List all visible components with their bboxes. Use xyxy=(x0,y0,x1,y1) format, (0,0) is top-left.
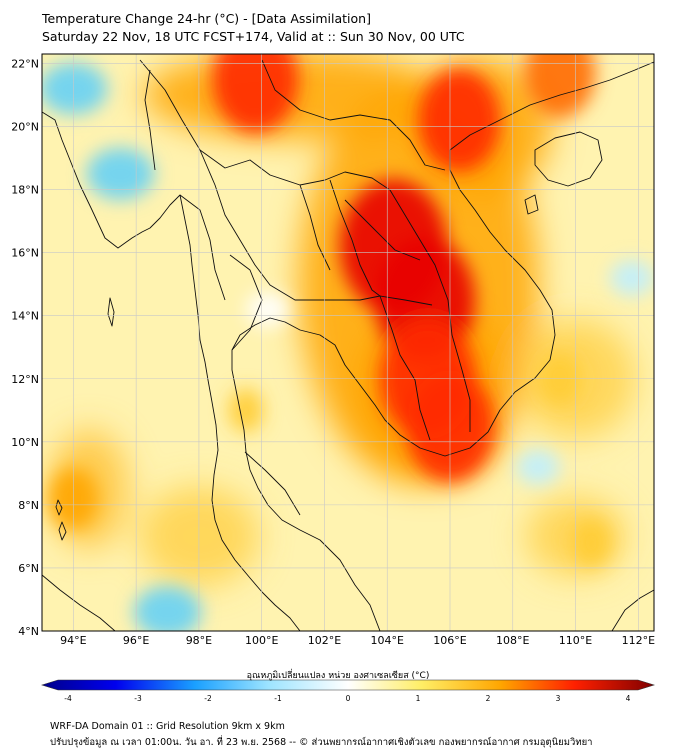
lat-tick-label: 6°N xyxy=(18,562,39,575)
map-frame xyxy=(41,53,655,632)
lon-tick-label: 106°E xyxy=(433,634,466,647)
colorbar-tick-label: -1 xyxy=(274,694,282,703)
lon-tick-label: 112°E xyxy=(622,634,655,647)
map-subtitle: Saturday 22 Nov, 18 UTC FCST+174, Valid … xyxy=(42,29,465,44)
lat-tick-label: 12°N xyxy=(11,373,39,386)
lat-lon-gridlines xyxy=(42,54,654,631)
lat-tick-label: 16°N xyxy=(11,247,39,260)
lat-tick-label: 18°N xyxy=(11,184,39,197)
lon-tick-label: 100°E xyxy=(245,634,278,647)
cool-anomaly-3 xyxy=(245,291,290,328)
lat-tick-label: 20°N xyxy=(11,121,39,134)
cool-anomaly-4 xyxy=(515,449,560,486)
lat-tick-label: 4°N xyxy=(18,625,39,638)
lon-tick-label: 108°E xyxy=(496,634,529,647)
warm-anomaly-8 xyxy=(228,388,264,433)
model-info: WRF-DA Domain 01 :: Grid Resolution 9km … xyxy=(50,721,285,732)
colorbar-tick-label: 0 xyxy=(346,694,351,703)
temperature-field xyxy=(42,54,654,631)
map-title: Temperature Change 24-hr (°C) - [Data As… xyxy=(42,11,371,26)
colorbar-tick-label: 4 xyxy=(626,694,631,703)
lat-tick-label: 14°N xyxy=(11,310,39,323)
lon-tick-label: 104°E xyxy=(371,634,404,647)
colorbar-label: อุณหภูมิเปลี่ยนแปลง หน่วย องศาเซลเซียส (… xyxy=(246,671,430,681)
credit-line: ปรับปรุงข้อมูล ณ เวลา 01:00น. วัน อา. ที… xyxy=(50,737,593,748)
warm-anomaly-10 xyxy=(571,518,611,567)
colorbar-tick-label: 2 xyxy=(486,694,491,703)
cool-anomaly-5 xyxy=(610,259,654,296)
colorbar-tick-label: 1 xyxy=(416,694,421,703)
warm-anomaly-6 xyxy=(524,54,596,118)
lat-tick-label: 10°N xyxy=(11,436,39,449)
coastlines-and-borders xyxy=(42,59,654,631)
lon-tick-label: 96°E xyxy=(123,634,149,647)
lon-tick-label: 102°E xyxy=(308,634,341,647)
lon-tick-label: 98°E xyxy=(186,634,212,647)
cool-anomaly-2 xyxy=(133,586,202,631)
colorbar-tick-label: 3 xyxy=(556,694,561,703)
colorbar-tick-label: -4 xyxy=(64,694,72,703)
colorbar-tick-label: -3 xyxy=(134,694,142,703)
lon-tick-label: 110°E xyxy=(559,634,592,647)
axis-ticks: 94°E 96°E 98°E 100°E 102°E 104°E 106°E 108°E 110… xyxy=(11,57,655,647)
warm-anomaly-4 xyxy=(418,68,501,172)
lon-tick-label: 94°E xyxy=(60,634,86,647)
colorbar-tick-label: -2 xyxy=(204,694,212,703)
cool-anomaly-1 xyxy=(86,147,155,200)
lat-tick-label: 8°N xyxy=(18,499,39,512)
colorbar-ticks: -4 -3 -2 -1 0 1 2 3 4 xyxy=(64,694,630,703)
colorbar: -4 -3 -2 -1 0 1 2 3 4 xyxy=(40,679,656,703)
warm-anomaly-5 xyxy=(212,54,299,133)
cool-anomaly-0 xyxy=(42,62,108,115)
lat-tick-label: 22°N xyxy=(11,57,39,70)
